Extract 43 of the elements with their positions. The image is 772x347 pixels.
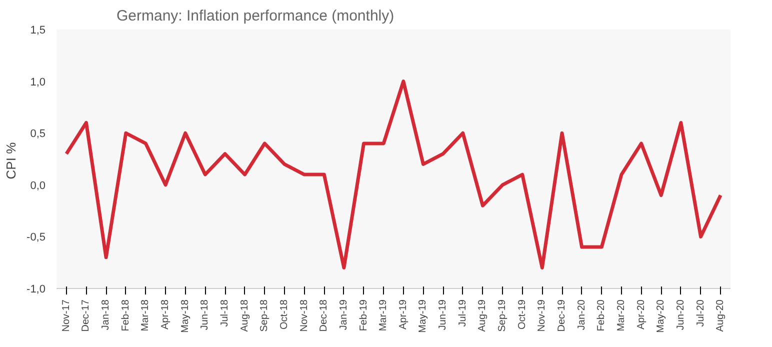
y-tick-label: 0,0 [30,180,46,192]
x-tick-label: Dec-17 [80,299,92,332]
x-tick-label: Nov-19 [536,299,548,332]
x-tick-label: Jan-18 [100,299,112,330]
x-tick-label: Apr-20 [636,299,647,330]
x-tick-label: Oct-19 [516,299,528,330]
y-tick-label: 0,5 [30,128,46,140]
y-tick-label: -1,0 [26,284,46,296]
x-tick-label: Jul-18 [220,299,230,327]
x-tick-label: Dec-19 [556,299,568,332]
y-tick-label: 1,5 [30,24,46,36]
x-tick-label: Jan-20 [576,299,588,330]
x-tick-label: May-20 [656,299,667,333]
x-tick-label: Sep-18 [259,299,270,332]
x-tick-label: Oct-18 [278,299,290,330]
x-tick-label: Nov-18 [298,299,310,332]
y-tick-label: 1,0 [30,76,46,88]
x-tick-label: Feb-18 [120,299,132,332]
x-tick-label: Aug-19 [477,299,488,332]
y-tick-label: -0,5 [26,232,46,244]
x-tick-label: Dec-18 [318,299,330,332]
x-tick-label: Nov-17 [60,299,72,332]
x-tick-label: May-19 [418,299,429,333]
x-tick-label: Jun-19 [438,299,449,330]
x-tick-label: May-18 [180,299,191,333]
x-tick-label: Mar-20 [616,299,627,332]
x-tick-label: Jul-20 [695,299,706,327]
chart-title: Germany: Inflation performance (monthly) [116,8,394,24]
x-tick-label: Aug-20 [715,299,726,332]
x-tick-label: Jul-19 [457,299,468,327]
x-tick-label: Feb-20 [596,299,608,332]
x-tick-label: Jan-19 [338,299,350,330]
x-tick-label: Jun-20 [675,299,686,330]
x-tick-label: Mar-19 [378,299,390,332]
x-tick-label: Apr-18 [160,299,172,330]
x-tick-label: Apr-19 [398,299,409,330]
x-tick-label: Feb-19 [358,299,370,332]
x-tick-label: Aug-18 [239,299,250,332]
x-tick-label: Jun-18 [200,299,211,330]
y-axis-title: CPI % [4,142,19,180]
x-tick-label: Sep-19 [497,299,508,332]
line-series [64,80,722,270]
x-tick-label: Mar-18 [140,299,152,332]
